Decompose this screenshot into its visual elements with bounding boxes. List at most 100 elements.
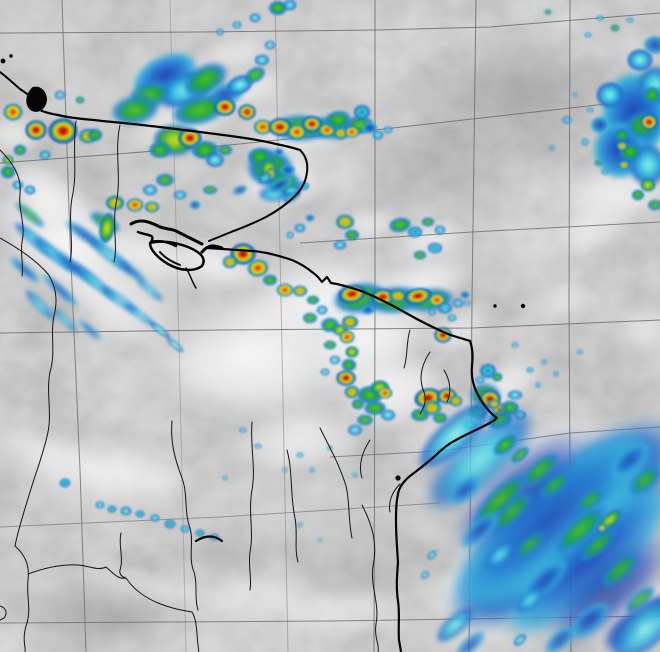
blue-cloud-blob [448, 474, 482, 506]
cyan-cloud-blob [333, 240, 347, 250]
state-border-path [0, 605, 7, 621]
island-dot [493, 304, 497, 308]
cyan-cloud-blob [148, 320, 172, 340]
red2-cloud-blob [3, 103, 23, 121]
cyan-cloud-blob [165, 336, 185, 354]
red-cloud-blob [48, 118, 78, 144]
state-border-path [119, 532, 127, 579]
green-cloud-blob [324, 109, 352, 131]
cyan-cloud-blob [372, 130, 384, 140]
island-dot [0, 58, 6, 64]
cyan-cloud-blob [180, 525, 190, 533]
green-cloud-blob [155, 173, 175, 187]
cyan-cloud-blob [434, 225, 446, 235]
green-cloud-blob [87, 128, 103, 142]
green-cloud-blob [544, 9, 552, 15]
blue-cloud-blob [460, 511, 500, 549]
cyan-cloud-blob [316, 305, 328, 315]
blue-cloud-blob [274, 148, 284, 156]
state-border-path [0, 237, 57, 547]
orange-cloud-blob [222, 255, 238, 269]
cyan-cloud-blob [608, 593, 660, 652]
state-border-path [359, 439, 371, 479]
blue-cloud-blob [305, 214, 315, 222]
cyan-cloud-blob [12, 180, 24, 190]
green-cloud-blob [578, 526, 618, 564]
cyan-cloud-blob [595, 81, 625, 109]
yellow-cloud-blob [2, 155, 14, 165]
cyan-cloud-blob [507, 390, 523, 400]
yellow-cloud-blob [345, 346, 359, 358]
cyan-cloud-blob [441, 307, 449, 313]
coastline-path [185, 267, 197, 289]
cyan-cloud-blob [150, 514, 160, 522]
cyan-cloud-blob [428, 308, 436, 316]
cyan-cloud-blob [596, 15, 604, 21]
green-cloud-blob [148, 141, 172, 159]
cyan-cloud-blob [205, 152, 225, 168]
cyan-cloud-blob [352, 472, 358, 478]
green-cloud-blob [514, 530, 546, 560]
cyan-cloud-blob [626, 17, 634, 23]
blue-cloud-blob [189, 200, 201, 210]
blue-cloud-blob [232, 184, 248, 196]
red-cloud-blob [238, 104, 256, 120]
state-border-path [191, 611, 200, 652]
blue-cloud-blob [77, 318, 103, 342]
orange-cloud-blob [388, 289, 408, 303]
coastline-path [394, 339, 499, 652]
cyan-cloud-blob [282, 467, 288, 473]
teal-cloud-blob [427, 242, 443, 254]
coastline-path [26, 86, 47, 112]
state-border-path [14, 545, 30, 652]
cyan-cloud-blob [383, 126, 393, 134]
blue-cloud-blob [362, 122, 378, 134]
green-cloud-blob [574, 487, 606, 513]
blue-cloud-blob [112, 255, 148, 285]
cyan-cloud-blob [329, 355, 341, 365]
blue-cloud-blob [460, 291, 470, 299]
green-cloud-blob [302, 312, 318, 324]
red2-cloud-blob [344, 126, 360, 138]
white-cloud-blob [541, 282, 599, 318]
green-cloud-blob [170, 93, 230, 127]
green-cloud-blob [610, 24, 620, 32]
teal-cloud-blob [353, 104, 371, 120]
coastline-layer [0, 54, 526, 652]
coastline-path [129, 219, 204, 246]
blue-cloud-blob [41, 272, 79, 308]
state-border-path [27, 564, 193, 613]
cyan-cloud-blob [601, 169, 609, 175]
state-border-path [319, 427, 353, 539]
orange-cloud-blob [449, 395, 463, 407]
green-cloud-blob [647, 199, 660, 211]
green-cloud-blob [202, 185, 218, 195]
green-cloud-blob [13, 144, 27, 156]
orange-cloud-blob [597, 524, 607, 532]
coastline-path [159, 251, 181, 266]
green-cloud-blob [510, 446, 530, 464]
white-cloud-blob [280, 584, 420, 636]
graticule-line [0, 502, 441, 528]
green-cloud-blob [110, 94, 160, 126]
green-cloud-blob [600, 551, 640, 589]
green-cloud-blob [410, 408, 430, 422]
green-cloud-blob [491, 372, 503, 382]
green-cloud-blob [631, 189, 645, 201]
green-cloud-blob [538, 470, 572, 500]
green-cloud-blob [363, 400, 387, 416]
cyan-cloud-blob [297, 522, 303, 528]
state-border-path [171, 420, 199, 611]
orange-cloud-blob [335, 214, 355, 230]
green-cloud-blob [489, 489, 535, 535]
red2-cloud-blob [377, 387, 393, 399]
orange-cloud-blob [292, 285, 308, 297]
blue-cloud-blob [280, 164, 296, 176]
blue-cloud-blob [643, 35, 660, 55]
cyan-cloud-blob [435, 606, 475, 644]
green-cloud-blob [75, 96, 85, 104]
island-dot [520, 303, 526, 309]
state-border-path [419, 351, 431, 415]
green-cloud-blob [344, 229, 360, 241]
